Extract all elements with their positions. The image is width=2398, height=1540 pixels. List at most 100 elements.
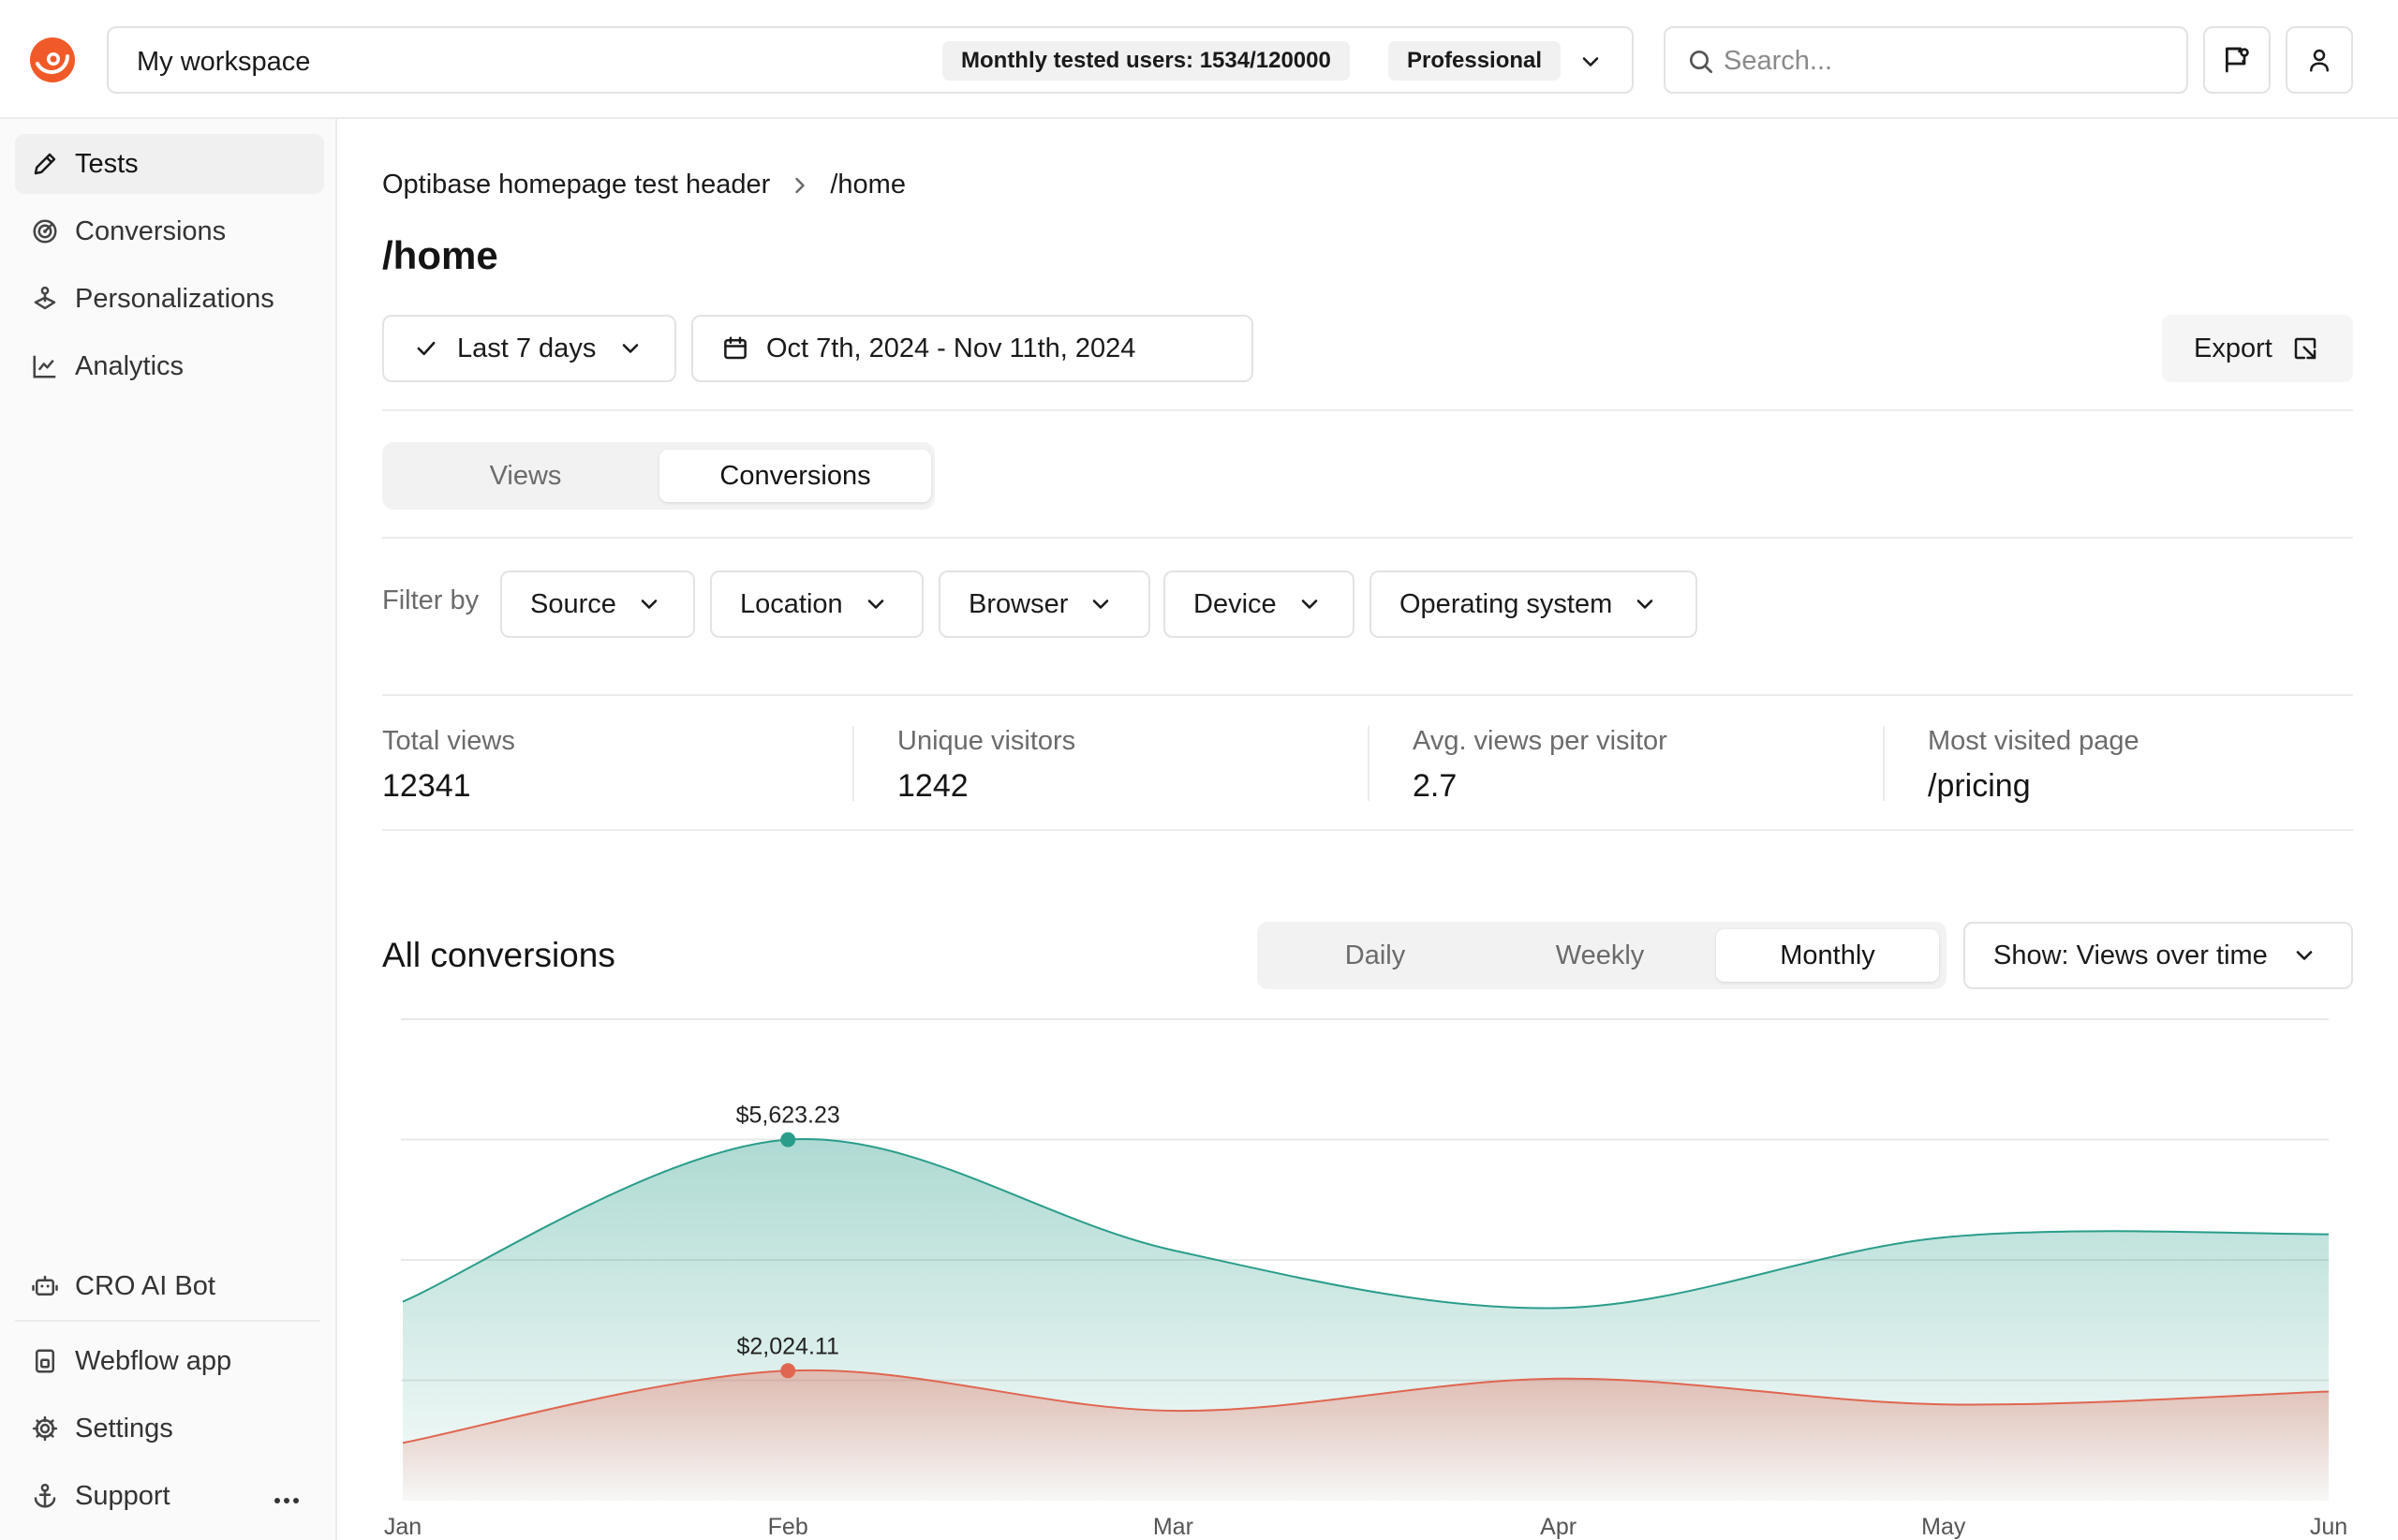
filter-location-dropdown[interactable]: Location xyxy=(710,570,924,638)
filter-source-label: Source xyxy=(530,588,616,619)
chevron-down-icon xyxy=(1295,590,1324,618)
sidebar: Tests Conversions Personalizations Analy… xyxy=(0,119,337,1540)
tab-daily[interactable]: Daily xyxy=(1344,940,1406,970)
workspace-selector[interactable]: My workspace Monthly tested users: 1534/… xyxy=(107,26,1634,94)
pencil-icon xyxy=(30,149,60,179)
sidebar-item-personalizations[interactable]: Personalizations xyxy=(15,269,324,329)
tested-users-badge: Monthly tested users: 1534/120000 xyxy=(942,41,1350,81)
search-input[interactable] xyxy=(1724,41,2164,81)
stat-value: /pricing xyxy=(1928,768,2031,804)
page-title: /home xyxy=(382,233,498,277)
export-button[interactable]: Export xyxy=(2162,315,2353,382)
chevron-down-icon xyxy=(1631,590,1659,618)
logo[interactable] xyxy=(28,36,77,84)
stat-divider xyxy=(1883,726,1885,801)
sidebar-item-support[interactable]: Support xyxy=(15,1466,324,1526)
sidebar-item-webflow-app[interactable]: Webflow app xyxy=(15,1331,324,1391)
breadcrumb-parent-link[interactable]: Optibase homepage test header xyxy=(382,170,771,200)
stat-value: 12341 xyxy=(382,768,471,804)
filter-operating-system-dropdown[interactable]: Operating system xyxy=(1369,570,1697,638)
plan-badge: Professional xyxy=(1388,41,1562,81)
date-range-label: Oct 7th, 2024 - Nov 11th, 2024 xyxy=(766,333,1136,363)
tab-weekly[interactable]: Weekly xyxy=(1555,940,1645,970)
tab-monthly[interactable]: Monthly xyxy=(1716,929,1939,982)
sidebar-item-label: Tests xyxy=(75,148,139,179)
filter-source-dropdown[interactable]: Source xyxy=(500,570,695,638)
stat-label: Most visited page xyxy=(1928,726,2139,756)
sidebar-item-label: Analytics xyxy=(75,350,185,381)
date-range-preset-dropdown[interactable]: Last 7 days xyxy=(382,315,676,382)
chevron-down-icon xyxy=(635,590,663,618)
sidebar-divider xyxy=(15,1320,320,1322)
stat-label: Avg. views per visitor xyxy=(1413,726,1667,756)
sidebar-item-label: CRO AI Bot xyxy=(75,1270,215,1301)
stat-divider xyxy=(1368,726,1369,801)
period-toggle: Daily Weekly Monthly xyxy=(1257,922,1947,989)
workspace-name: My workspace xyxy=(137,47,311,77)
date-range-preset-label: Last 7 days xyxy=(457,333,597,363)
chevron-right-icon xyxy=(787,172,813,199)
divider xyxy=(382,537,2353,539)
message-flag-icon xyxy=(2226,47,2249,73)
more-options-icon[interactable] xyxy=(274,1492,300,1503)
divider xyxy=(382,409,2353,411)
search-box[interactable] xyxy=(1664,26,2188,94)
line-chart-icon xyxy=(30,351,60,381)
sidebar-item-analytics[interactable]: Analytics xyxy=(15,336,324,396)
show-metric-dropdown[interactable]: Show: Views over time xyxy=(1963,922,2353,989)
breadcrumb-current: /home xyxy=(830,170,906,200)
main-content: Optibase homepage test header /home /hom… xyxy=(339,121,2398,1540)
stat-unique-visitors: Unique visitors 1242 xyxy=(897,726,1075,805)
joystick-icon xyxy=(30,284,60,314)
logo-icon xyxy=(30,37,75,82)
sidebar-item-tests[interactable]: Tests xyxy=(15,134,324,194)
chevron-down-icon xyxy=(616,334,644,363)
stat-label: Unique visitors xyxy=(897,726,1076,756)
sidebar-item-cro-ai-bot[interactable]: CRO AI Bot xyxy=(15,1256,324,1316)
sidebar-item-conversions[interactable]: Conversions xyxy=(15,201,324,261)
section-title: All conversions xyxy=(382,936,615,974)
sidebar-item-label: Conversions xyxy=(75,215,227,246)
stat-most-visited-page: Most visited page /pricing xyxy=(1928,726,2139,805)
filter-browser-label: Browser xyxy=(969,588,1069,619)
view-toggle: Views Conversions xyxy=(382,442,935,510)
stat-value: 2.7 xyxy=(1413,768,1458,804)
filter-device-label: Device xyxy=(1193,588,1277,619)
account-button[interactable] xyxy=(2286,26,2353,94)
stat-total-views: Total views 12341 xyxy=(382,726,515,805)
sidebar-item-settings[interactable]: Settings xyxy=(15,1399,324,1459)
filter-location-label: Location xyxy=(740,588,843,619)
chevron-down-icon xyxy=(862,590,890,618)
export-label: Export xyxy=(2194,333,2272,363)
chevron-down-icon xyxy=(1577,49,1604,75)
stat-divider xyxy=(852,726,854,801)
filter-os-label: Operating system xyxy=(1399,588,1613,619)
sidebar-item-label: Webflow app xyxy=(75,1345,232,1376)
show-metric-label: Show: Views over time xyxy=(1993,940,2268,970)
gear-icon xyxy=(30,1414,60,1444)
check-icon xyxy=(412,334,440,363)
filter-browser-dropdown[interactable]: Browser xyxy=(939,570,1150,638)
app-icon xyxy=(30,1346,60,1376)
search-icon xyxy=(1686,47,1716,77)
divider xyxy=(382,694,2353,696)
date-range-picker[interactable]: Oct 7th, 2024 - Nov 11th, 2024 xyxy=(691,315,1253,382)
anchor-icon xyxy=(30,1481,60,1511)
sidebar-item-label: Personalizations xyxy=(75,283,274,314)
bot-icon xyxy=(30,1271,60,1301)
sidebar-item-label: Support xyxy=(75,1480,170,1511)
export-icon xyxy=(2291,334,2319,363)
tab-views[interactable]: Views xyxy=(489,460,562,491)
chevron-down-icon xyxy=(1087,590,1115,618)
calendar-icon xyxy=(721,334,749,363)
target-icon xyxy=(30,216,60,246)
feedback-button[interactable] xyxy=(2203,26,2271,94)
breadcrumb: Optibase homepage test header /home xyxy=(382,170,906,200)
user-icon xyxy=(2310,49,2329,72)
tab-conversions[interactable]: Conversions xyxy=(659,450,931,502)
filter-by-label: Filter by xyxy=(382,585,480,615)
sidebar-item-label: Settings xyxy=(75,1413,173,1444)
filter-device-dropdown[interactable]: Device xyxy=(1163,570,1354,638)
stat-label: Total views xyxy=(382,726,515,756)
chevron-down-icon xyxy=(2290,941,2318,970)
